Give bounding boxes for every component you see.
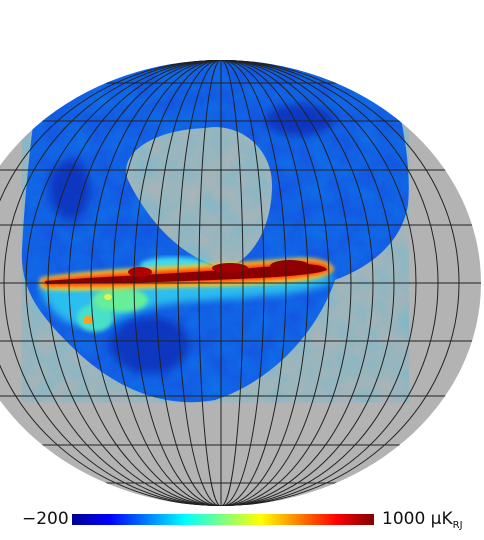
colorbar xyxy=(72,514,374,525)
colorbar-unit-subscript: RJ xyxy=(452,520,463,531)
colorbar-max-label: 1000 μKRJ xyxy=(382,509,463,531)
dark-patches xyxy=(50,104,335,373)
colorbar-min-label: −200 xyxy=(22,509,69,529)
colorbar-unit: μK xyxy=(430,509,453,529)
colorbar-max-value: 1000 xyxy=(382,509,426,529)
top-crop xyxy=(0,0,484,60)
